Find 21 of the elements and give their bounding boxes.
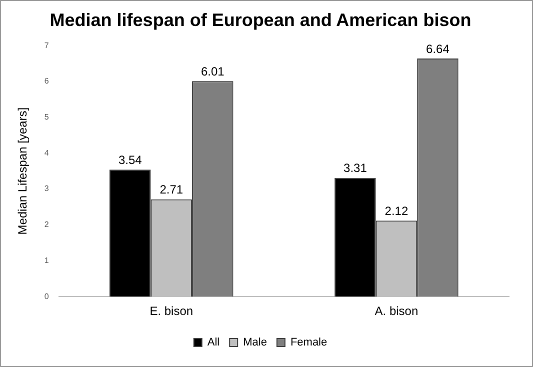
y-tick-label: 0 [44, 292, 50, 301]
legend-label: Female [290, 336, 328, 349]
y-tick-label: 4 [44, 148, 50, 158]
data-label: 3.54 [118, 152, 142, 167]
x-tick-label: A. bison [374, 304, 418, 318]
x-tick-label: E. bison [150, 304, 194, 318]
data-label: 2.71 [160, 182, 184, 197]
data-label: 2.12 [384, 204, 408, 218]
chart-title: Median lifespan of European and American bison [50, 10, 472, 30]
legend-label: All [207, 336, 220, 349]
data-label: 6.64 [426, 42, 450, 56]
y-tick-label: 6 [44, 76, 50, 86]
y-tick-label: 2 [44, 220, 50, 230]
legend-label: Male [243, 336, 267, 349]
y-axis-title: Median Lifespan [years] [16, 107, 30, 235]
y-tick-label: 5 [44, 112, 50, 122]
data-label: 3.31 [344, 161, 368, 176]
y-tick-label: 7 [44, 40, 50, 50]
y-tick-label: 1 [44, 256, 50, 265]
y-tick-label: 3 [44, 184, 50, 194]
data-label: 6.01 [200, 64, 225, 78]
